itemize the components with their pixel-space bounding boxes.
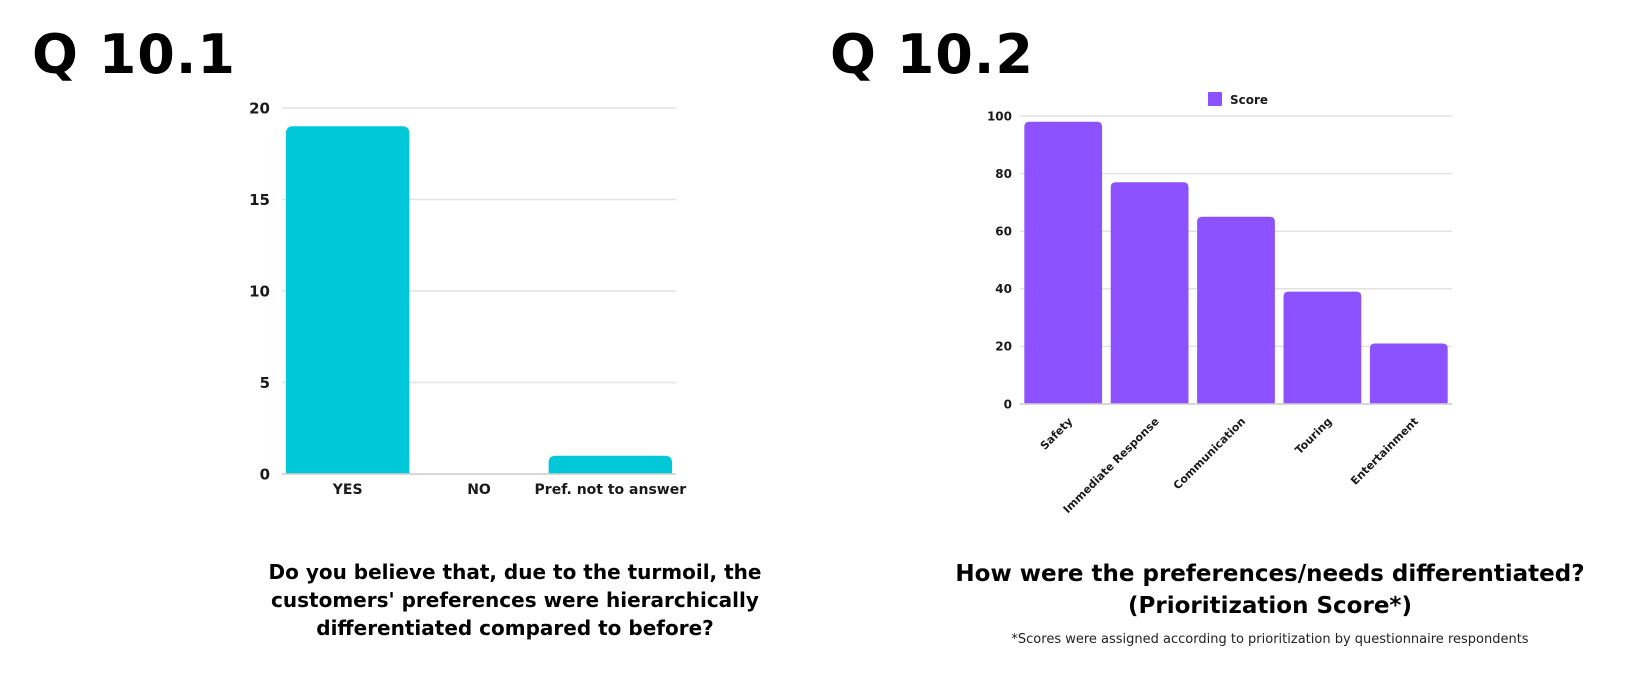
y-tick-label: 80 xyxy=(995,167,1012,181)
x-tick-label: Immediate Response xyxy=(1061,415,1162,516)
y-tick-label: 15 xyxy=(249,191,270,209)
question-q10-2-line1: How were the preferences/needs different… xyxy=(955,561,1585,587)
x-tick-label: NO xyxy=(467,482,491,498)
question-q10-2: How were the preferences/needs different… xyxy=(930,558,1610,622)
x-tick-label: YES xyxy=(332,482,363,498)
bar xyxy=(1024,121,1103,404)
x-tick-label: Entertainment xyxy=(1348,415,1421,488)
panel-title-q10-2: Q 10.2 xyxy=(830,23,1034,86)
y-tick-label: 20 xyxy=(995,340,1012,354)
legend-swatch xyxy=(1208,92,1222,106)
chart-q10-1: 0 5 10 15 20 YES NO Pref. not to answer xyxy=(249,99,687,498)
x-tick-label: Touring xyxy=(1293,415,1335,457)
legend-label: Score xyxy=(1230,93,1268,107)
y-tick-label: 10 xyxy=(249,282,270,300)
y-tick-label: 5 xyxy=(260,374,270,392)
question-q10-2-line2: (Prioritization Score*) xyxy=(1128,593,1412,619)
x-tick-label: Communication xyxy=(1171,415,1248,492)
y-tick-label: 60 xyxy=(995,225,1012,239)
bar xyxy=(1197,216,1275,404)
question-q10-1: Do you believe that, due to the turmoil,… xyxy=(268,560,762,640)
bar xyxy=(1369,343,1448,404)
x-tick-label: Safety xyxy=(1038,415,1075,452)
y-tick-label: 40 xyxy=(995,282,1012,296)
bar xyxy=(1110,182,1189,404)
y-tick-label: 0 xyxy=(260,465,270,483)
y-tick-label: 20 xyxy=(249,99,270,117)
bar xyxy=(548,455,673,474)
footnote-q10-2: *Scores were assigned according to prior… xyxy=(1011,632,1529,647)
bar xyxy=(285,126,410,475)
x-tick-label: Pref. not to answer xyxy=(535,482,687,498)
bar xyxy=(1283,291,1362,404)
y-tick-label: 100 xyxy=(987,109,1012,123)
panel-title-q10-1: Q 10.1 xyxy=(32,23,236,86)
y-tick-label: 0 xyxy=(1004,397,1012,411)
